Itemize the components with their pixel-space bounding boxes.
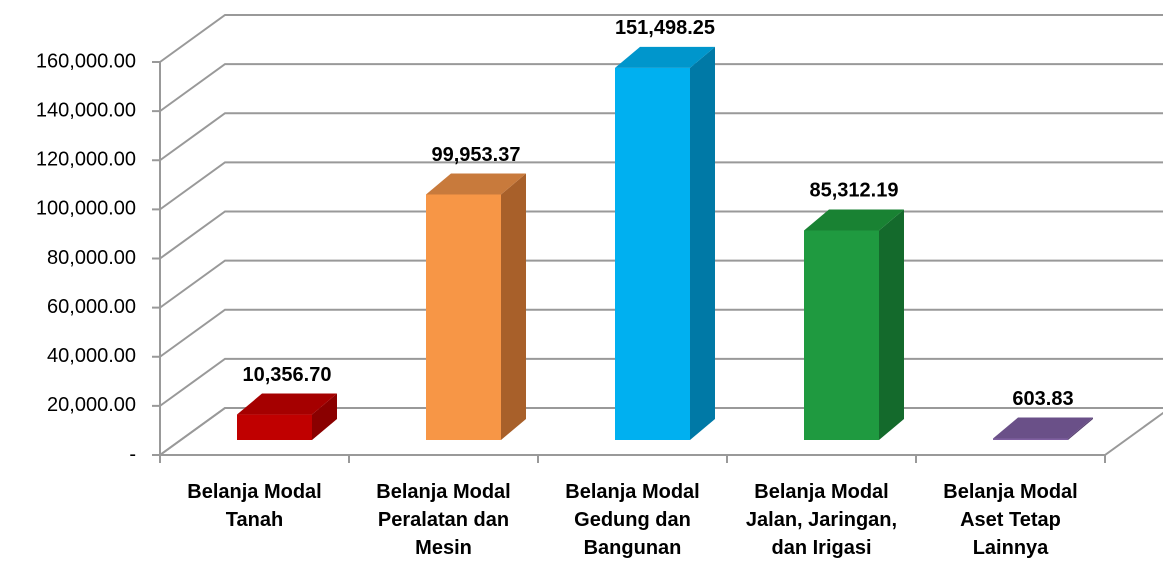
bar-top xyxy=(804,209,904,231)
y-tick-label: 160,000.00 xyxy=(36,50,136,72)
x-tick-label: Belanja Modal Tanah xyxy=(187,481,322,531)
value-label: 85,312.19 xyxy=(810,180,899,202)
y-tick-label: 20,000.00 xyxy=(47,394,136,416)
bar xyxy=(237,414,312,440)
bar xyxy=(426,194,501,440)
bar xyxy=(615,67,690,441)
bar-side xyxy=(1068,417,1093,440)
y-tick-label: 120,000.00 xyxy=(36,149,136,171)
bar xyxy=(804,230,879,440)
y-tick-label: 40,000.00 xyxy=(47,345,136,367)
value-label: 603.83 xyxy=(1012,388,1073,410)
bar-side xyxy=(690,46,715,441)
y-tick-label: 60,000.00 xyxy=(47,296,136,318)
bar-top xyxy=(615,46,715,68)
grid-line xyxy=(159,161,1163,211)
y-tick-label: - xyxy=(129,443,136,465)
x-tick-label: Belanja Modal Peralatan dan Mesin xyxy=(376,481,511,559)
x-tick-label: Belanja Modal Gedung dan Bangunan xyxy=(565,481,700,559)
bar xyxy=(993,438,1068,440)
value-label: 151,498.25 xyxy=(615,17,715,39)
x-tick-label: Belanja Modal Jalan, Jaringan, dan Iriga… xyxy=(745,481,898,559)
value-label: 10,356.70 xyxy=(243,364,332,386)
value-label: 99,953.37 xyxy=(432,144,521,166)
bar-top xyxy=(426,173,526,195)
grid-line xyxy=(159,14,1163,63)
y-tick-label: 140,000.00 xyxy=(36,99,136,121)
bar-side xyxy=(501,173,526,440)
bar-side xyxy=(312,393,337,440)
grid-line xyxy=(159,63,1163,112)
x-tick-label: Belanja Modal Aset Tetap Lainnya xyxy=(943,481,1078,559)
bar-top xyxy=(993,417,1093,439)
bar-top xyxy=(237,393,337,415)
grid-line xyxy=(159,112,1163,162)
bar-side xyxy=(879,209,904,440)
y-tick-label: 100,000.00 xyxy=(36,198,136,220)
y-tick-label: 80,000.00 xyxy=(47,247,136,269)
